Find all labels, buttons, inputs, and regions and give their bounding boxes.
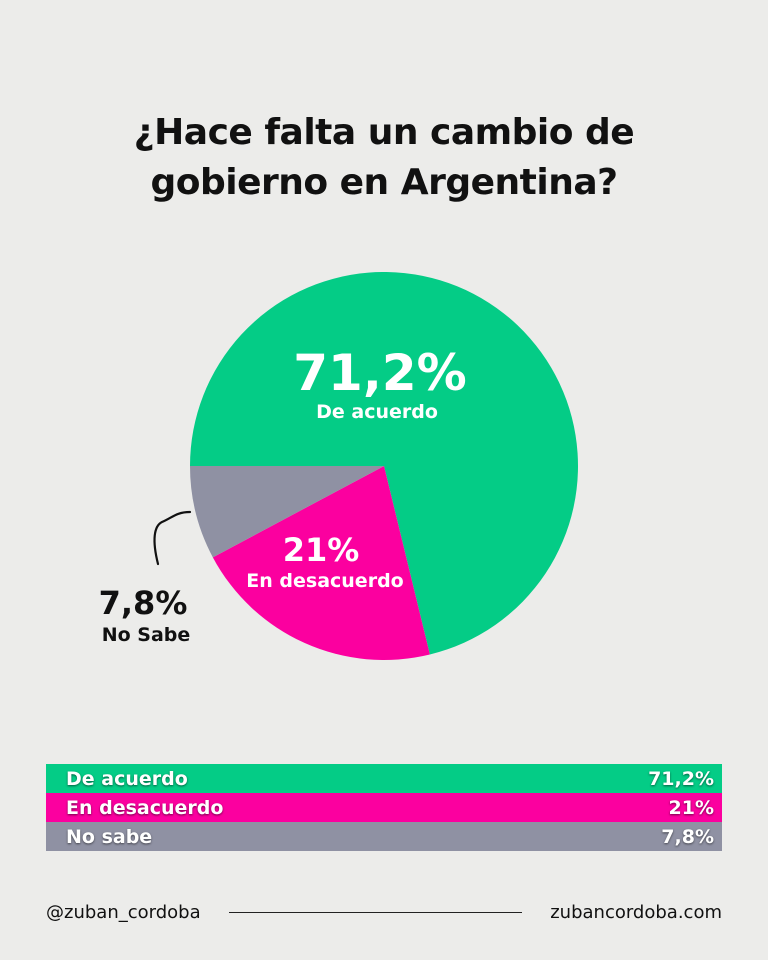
legend-label: No sabe (66, 825, 153, 848)
title-line-1: ¿Hace falta un cambio de (133, 112, 635, 153)
legend-table: De acuerdo 71,2% En desacuerdo 21% No sa… (46, 764, 722, 851)
data-label-category: De acuerdo (316, 401, 438, 423)
data-label-category: En desacuerdo (246, 570, 403, 592)
data-label-value: 21% (283, 531, 360, 569)
website-link[interactable]: zubancordoba.com (550, 901, 722, 923)
data-label-category: No Sabe (102, 624, 191, 646)
legend-row-no-sabe: No sabe 7,8% (46, 822, 722, 851)
pie-chart: 71,2%De acuerdo 21%En desacuerdo 7,8%No Sa… (99, 272, 578, 660)
data-label-value: 7,8% (99, 584, 188, 622)
legend-label: En desacuerdo (66, 796, 224, 819)
title-line-2: gobierno en Argentina? (150, 162, 618, 203)
legend-value: 71,2% (648, 767, 714, 790)
pie-slice-en-desacuerdo (212, 466, 430, 660)
legend-row-en-desacuerdo: En desacuerdo 21% (46, 793, 722, 822)
footer-divider (228, 911, 523, 913)
social-handle[interactable]: @zuban_cordoba (46, 901, 201, 923)
data-label-value: 71,2% (293, 344, 466, 402)
chart-title: ¿Hace falta un cambio de gobierno en Arg… (0, 108, 768, 208)
leader-line (153, 510, 192, 566)
footer: @zuban_cordoba zubancordoba.com (46, 898, 722, 926)
legend-row-de-acuerdo: De acuerdo 71,2% (46, 764, 722, 793)
legend-value: 7,8% (661, 825, 714, 848)
legend-value: 21% (668, 796, 714, 819)
legend-label: De acuerdo (66, 767, 188, 790)
pie-slice-de-acuerdo (190, 272, 578, 655)
pie-slice-no-sabe (190, 466, 384, 558)
